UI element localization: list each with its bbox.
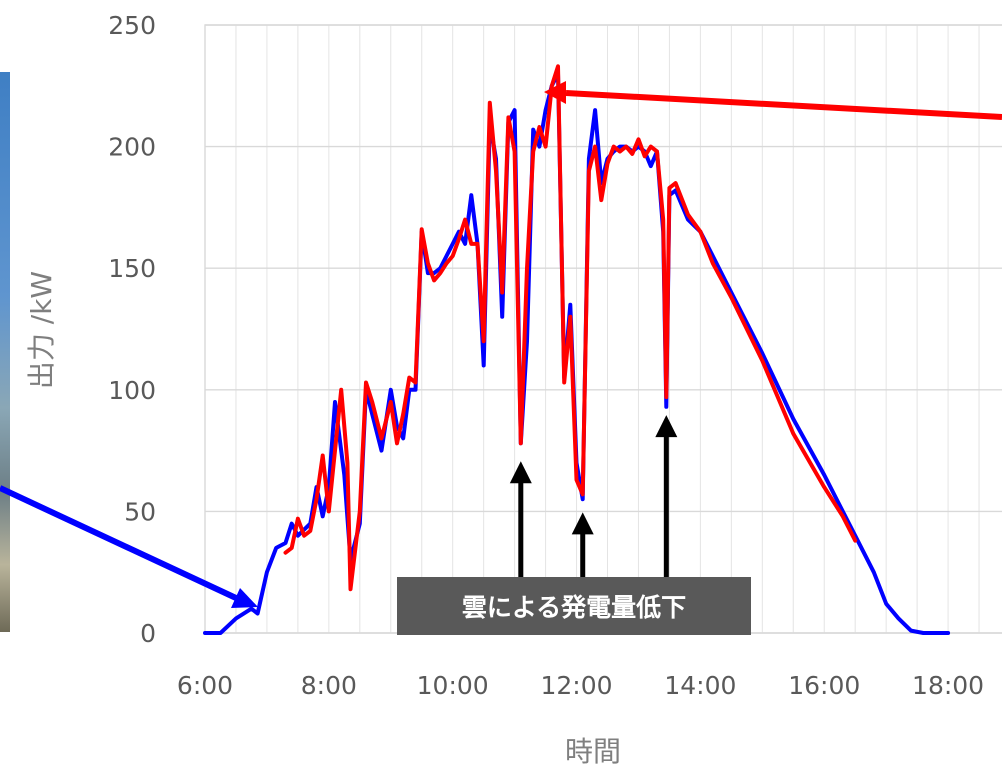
plot-border [204, 24, 1002, 634]
x-tick-label: 6:00 [177, 671, 233, 700]
y-tick-label: 0 [140, 619, 156, 648]
x-tick-label: 12:00 [541, 671, 613, 700]
series-layer [203, 64, 951, 635]
grid-layer [205, 24, 1002, 634]
x-tick-label: 10:00 [417, 671, 489, 700]
red-series-pointer-arrow [565, 90, 1002, 120]
x-axis-title: 時間 [565, 735, 621, 768]
x-tick-label: 14:00 [664, 671, 736, 700]
blue-series-pointer-arrowhead [231, 588, 258, 608]
tick-layer: 0 50 100 150 200 250 6:00 8:00 10:00 12:00 14:00 16… [108, 11, 984, 700]
y-tick-label: 150 [108, 254, 156, 283]
cloud-dip-arrowhead [655, 415, 678, 438]
cloud-label: 雲による発電量低下 [462, 593, 686, 622]
cloud-dip-arrowhead [509, 461, 532, 484]
series-line-blue [203, 71, 951, 635]
y-tick-label: 250 [108, 11, 156, 40]
cloud-label-box [397, 577, 751, 635]
x-tick-label: 16:00 [788, 671, 860, 700]
y-tick-label: 50 [124, 497, 156, 526]
cloud-dip-arrowhead [571, 512, 594, 535]
photo-strip [0, 72, 10, 632]
y-tick-label: 100 [108, 376, 156, 405]
x-tick-label: 18:00 [912, 671, 984, 700]
red-series-pointer-arrowhead [544, 81, 566, 104]
y-axis-title: 出力 /kW [25, 271, 58, 389]
x-tick-label: 8:00 [301, 671, 357, 700]
blue-series-pointer-arrow [0, 485, 238, 601]
series-line-red [283, 64, 858, 592]
y-tick-label: 200 [108, 133, 156, 162]
cloud-dip-arrows [509, 415, 678, 577]
